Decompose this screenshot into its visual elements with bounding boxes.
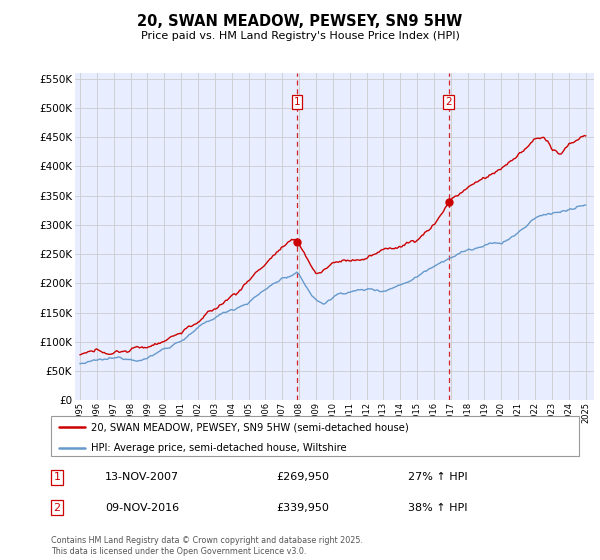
Text: £339,950: £339,950	[276, 503, 329, 513]
Text: 20, SWAN MEADOW, PEWSEY, SN9 5HW (semi-detached house): 20, SWAN MEADOW, PEWSEY, SN9 5HW (semi-d…	[91, 422, 409, 432]
Text: Price paid vs. HM Land Registry's House Price Index (HPI): Price paid vs. HM Land Registry's House …	[140, 31, 460, 41]
Text: Contains HM Land Registry data © Crown copyright and database right 2025.
This d: Contains HM Land Registry data © Crown c…	[51, 536, 363, 556]
Text: 1: 1	[293, 97, 300, 107]
FancyBboxPatch shape	[51, 416, 579, 456]
Text: 1: 1	[53, 472, 61, 482]
Text: 2: 2	[445, 97, 452, 107]
Text: 2: 2	[53, 503, 61, 513]
Text: 13-NOV-2007: 13-NOV-2007	[105, 472, 179, 482]
Text: £269,950: £269,950	[276, 472, 329, 482]
Text: 38% ↑ HPI: 38% ↑ HPI	[408, 503, 467, 513]
Text: HPI: Average price, semi-detached house, Wiltshire: HPI: Average price, semi-detached house,…	[91, 442, 346, 452]
Text: 09-NOV-2016: 09-NOV-2016	[105, 503, 179, 513]
Text: 27% ↑ HPI: 27% ↑ HPI	[408, 472, 467, 482]
Text: 20, SWAN MEADOW, PEWSEY, SN9 5HW: 20, SWAN MEADOW, PEWSEY, SN9 5HW	[137, 14, 463, 29]
